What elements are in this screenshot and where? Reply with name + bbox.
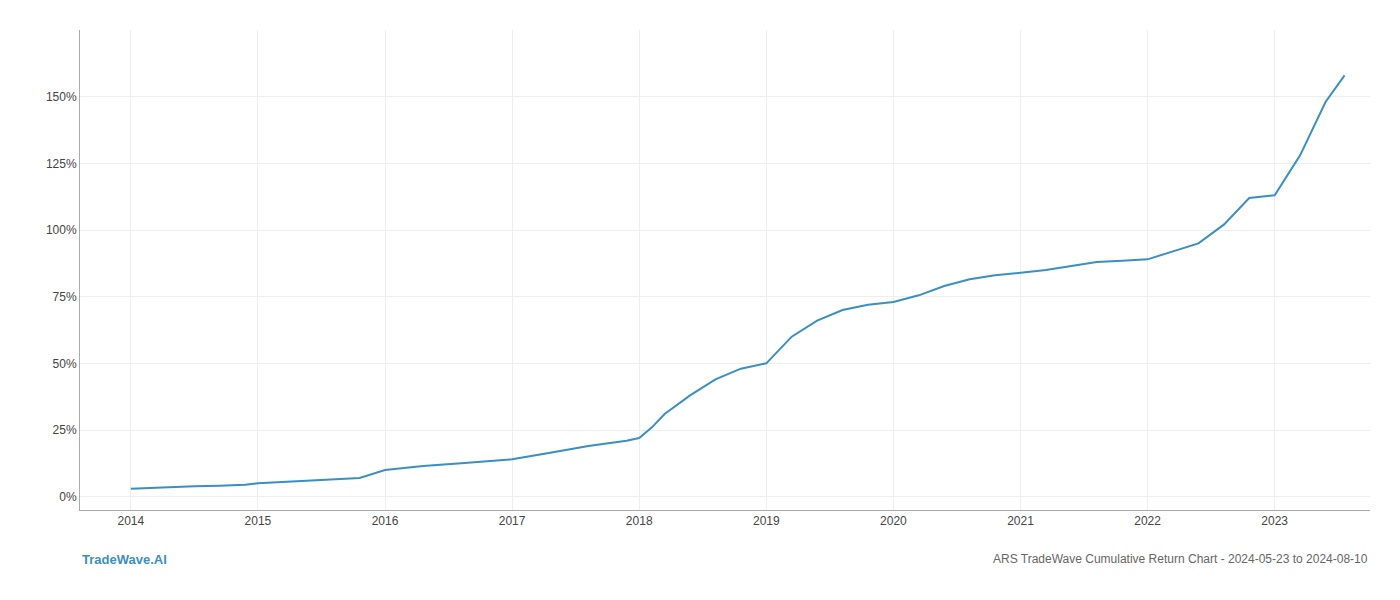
svg-text:2020: 2020 (880, 514, 907, 528)
svg-text:2022: 2022 (1134, 514, 1161, 528)
svg-text:2019: 2019 (753, 514, 780, 528)
svg-text:125%: 125% (46, 157, 77, 171)
svg-text:100%: 100% (46, 223, 77, 237)
svg-text:2023: 2023 (1261, 514, 1288, 528)
svg-text:ARS TradeWave Cumulative Retur: ARS TradeWave Cumulative Return Chart - … (993, 552, 1368, 566)
svg-text:2014: 2014 (117, 514, 144, 528)
svg-text:25%: 25% (53, 423, 77, 437)
svg-text:0%: 0% (59, 490, 77, 504)
svg-text:50%: 50% (53, 357, 77, 371)
svg-text:2021: 2021 (1007, 514, 1034, 528)
svg-text:2018: 2018 (626, 514, 653, 528)
svg-text:2015: 2015 (245, 514, 272, 528)
svg-text:TradeWave.AI: TradeWave.AI (82, 552, 167, 567)
svg-text:150%: 150% (46, 90, 77, 104)
svg-text:2017: 2017 (499, 514, 526, 528)
svg-text:2016: 2016 (372, 514, 399, 528)
svg-text:75%: 75% (53, 290, 77, 304)
